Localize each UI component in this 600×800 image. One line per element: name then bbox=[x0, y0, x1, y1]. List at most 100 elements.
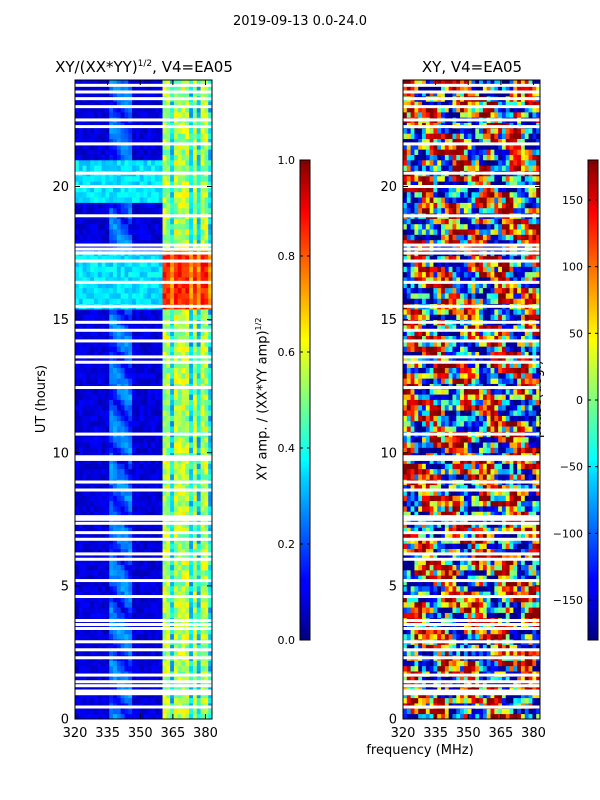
heat-cell bbox=[90, 229, 95, 235]
heat-cell bbox=[90, 90, 95, 97]
heat-cell bbox=[143, 202, 148, 209]
heat-cell bbox=[185, 500, 190, 507]
heat-cell bbox=[181, 559, 186, 565]
heat-cell bbox=[494, 676, 499, 683]
heat-cell bbox=[82, 474, 87, 480]
heat-cell bbox=[185, 585, 190, 592]
heat-cell bbox=[177, 127, 182, 134]
heat-cell bbox=[151, 277, 156, 283]
heat-cell bbox=[151, 644, 156, 651]
heat-cell bbox=[204, 261, 209, 267]
heat-cell bbox=[189, 591, 194, 597]
heat-cell bbox=[94, 111, 99, 118]
heat-cell bbox=[135, 426, 141, 432]
heat-cell bbox=[189, 261, 194, 267]
heat-cell bbox=[82, 186, 87, 193]
heat-cell bbox=[113, 649, 118, 656]
heat-cell bbox=[124, 335, 129, 342]
heat-cell bbox=[208, 314, 213, 321]
heat-cell bbox=[113, 314, 118, 321]
heat-cell bbox=[94, 239, 99, 246]
heat-cell bbox=[147, 564, 152, 571]
heat-cell bbox=[192, 404, 198, 411]
heat-cell bbox=[101, 340, 106, 347]
heat-cell bbox=[196, 426, 201, 432]
heat-cell bbox=[78, 234, 84, 241]
heat-cell bbox=[128, 708, 133, 715]
heat-cell bbox=[170, 197, 175, 203]
heat-cell bbox=[97, 495, 103, 502]
heat-cell bbox=[173, 335, 179, 342]
heat-cell bbox=[147, 612, 152, 619]
heat-cell bbox=[132, 229, 137, 235]
heat-cell bbox=[196, 521, 201, 528]
heat-cell bbox=[170, 133, 175, 139]
heat-cell bbox=[143, 159, 148, 166]
heat-cell bbox=[410, 713, 415, 720]
heat-cell bbox=[463, 697, 469, 704]
heat-cell bbox=[113, 378, 118, 384]
heat-cell bbox=[196, 324, 201, 331]
heat-cell bbox=[139, 463, 144, 470]
heat-cell bbox=[494, 628, 499, 635]
heat-cell bbox=[467, 649, 472, 656]
heat-cell bbox=[189, 580, 194, 587]
heat-cell bbox=[482, 697, 488, 704]
heat-cell bbox=[82, 388, 87, 395]
heat-cell bbox=[513, 644, 518, 651]
heat-cell bbox=[120, 575, 125, 581]
heat-cell bbox=[101, 708, 106, 715]
heat-cell bbox=[208, 399, 213, 406]
heat-cell bbox=[105, 143, 110, 150]
heat-cell bbox=[128, 463, 133, 470]
heat-cell bbox=[101, 90, 106, 97]
heat-cell bbox=[208, 649, 213, 656]
heat-cell bbox=[189, 191, 194, 198]
heat-cell bbox=[410, 628, 415, 635]
heat-cell bbox=[94, 293, 99, 299]
heat-cell bbox=[128, 223, 133, 230]
heat-cell bbox=[135, 282, 141, 289]
heat-cell bbox=[75, 564, 80, 571]
heat-cell bbox=[105, 628, 110, 635]
heat-cell bbox=[78, 340, 84, 347]
heat-cell bbox=[166, 575, 171, 581]
heat-cell bbox=[109, 218, 114, 225]
heat-cell bbox=[196, 175, 201, 182]
heat-cell bbox=[151, 330, 156, 336]
heat-cell bbox=[113, 692, 118, 699]
heat-cell bbox=[154, 612, 160, 619]
heat-cell bbox=[200, 362, 205, 368]
heat-cell bbox=[90, 282, 95, 289]
heat-cell bbox=[109, 106, 114, 113]
heat-cell bbox=[208, 239, 213, 246]
heat-cell bbox=[124, 298, 129, 305]
heat-cell bbox=[158, 543, 163, 549]
heat-cell bbox=[208, 628, 213, 635]
heat-cell bbox=[181, 665, 186, 672]
heat-cell bbox=[147, 293, 152, 299]
heat-cell bbox=[109, 330, 114, 336]
heat-cell bbox=[173, 676, 179, 683]
heat-cell bbox=[143, 149, 148, 155]
heat-cell bbox=[109, 511, 114, 518]
heat-cell bbox=[116, 154, 122, 161]
heat-cell bbox=[418, 628, 423, 635]
heat-cell bbox=[173, 287, 179, 294]
heat-cell bbox=[116, 564, 122, 571]
heat-cell bbox=[120, 207, 125, 214]
heat-cell bbox=[406, 708, 412, 715]
heat-cell bbox=[177, 308, 182, 315]
heat-cell bbox=[101, 644, 106, 651]
heat-cell bbox=[498, 697, 503, 704]
heat-cell bbox=[105, 527, 110, 534]
heat-cell bbox=[429, 660, 434, 667]
heat-cell bbox=[109, 388, 114, 395]
heat-cell bbox=[170, 239, 175, 246]
heat-cell bbox=[177, 239, 182, 246]
heat-cell bbox=[139, 293, 144, 299]
heat-cell bbox=[204, 442, 209, 448]
heat-cell bbox=[139, 90, 144, 97]
heat-cell bbox=[132, 255, 137, 262]
heat-cell bbox=[105, 159, 110, 166]
